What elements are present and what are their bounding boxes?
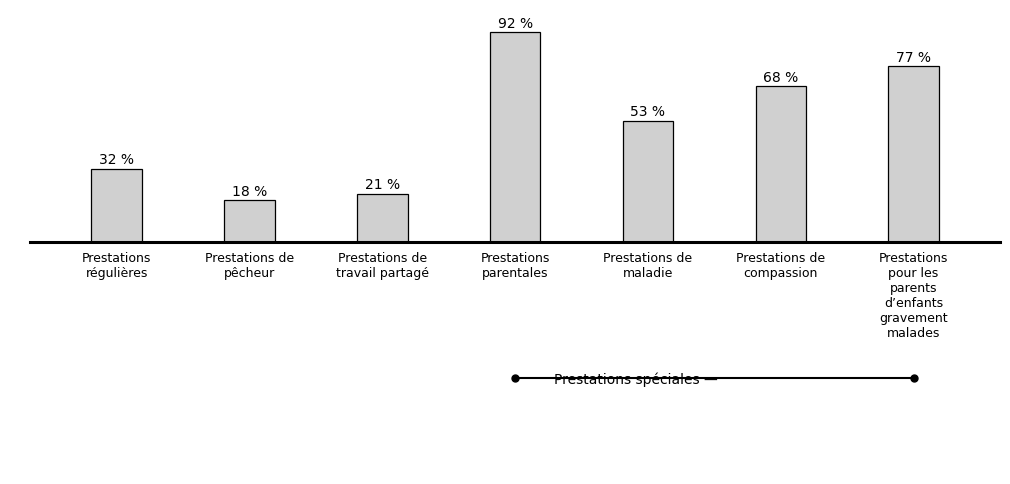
Text: 68 %: 68 % [764,71,798,85]
Bar [224,201,275,242]
Text: 18 %: 18 % [232,185,267,199]
Bar [358,194,407,242]
Text: 32 %: 32 % [99,153,134,167]
Bar [91,169,141,242]
Bar [889,67,939,242]
Text: Prestations spéciales —: Prestations spéciales — [553,371,718,386]
Bar [755,87,806,242]
Text: 77 %: 77 % [896,51,931,64]
Text: 92 %: 92 % [498,16,532,30]
Bar [490,33,540,242]
Text: 53 %: 53 % [630,105,666,119]
Bar [623,121,673,242]
Text: 21 %: 21 % [365,178,400,192]
